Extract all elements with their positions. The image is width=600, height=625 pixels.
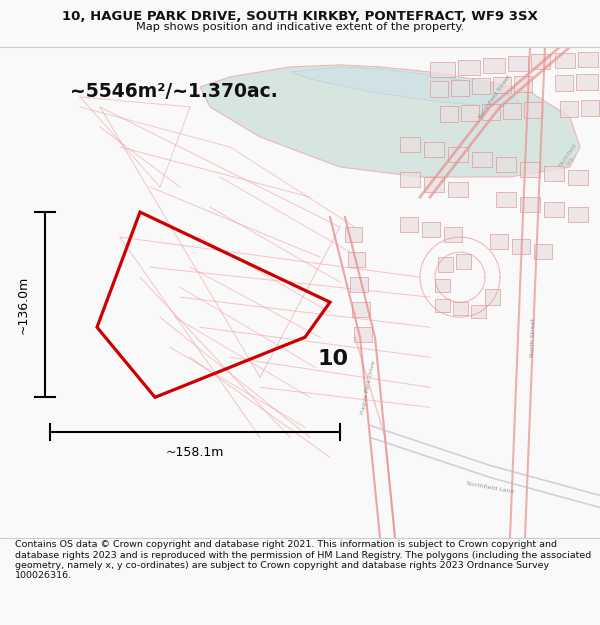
- Polygon shape: [456, 254, 471, 269]
- Polygon shape: [496, 157, 516, 172]
- Polygon shape: [568, 207, 588, 222]
- Text: 10: 10: [318, 349, 349, 369]
- Polygon shape: [503, 103, 521, 119]
- Polygon shape: [430, 81, 448, 97]
- Polygon shape: [531, 54, 550, 69]
- Polygon shape: [345, 227, 362, 242]
- Polygon shape: [490, 234, 508, 249]
- Polygon shape: [568, 170, 588, 185]
- Polygon shape: [472, 152, 492, 167]
- Text: ~158.1m: ~158.1m: [166, 446, 224, 459]
- Polygon shape: [461, 105, 479, 121]
- Polygon shape: [524, 102, 542, 118]
- Polygon shape: [496, 192, 516, 207]
- Polygon shape: [290, 67, 520, 107]
- Polygon shape: [438, 257, 453, 272]
- Polygon shape: [448, 182, 468, 197]
- Text: ~5546m²/~1.370ac.: ~5546m²/~1.370ac.: [70, 82, 278, 101]
- Polygon shape: [472, 78, 490, 94]
- Polygon shape: [348, 252, 365, 267]
- Polygon shape: [555, 53, 575, 68]
- Text: Northfield Street: Northfield Street: [478, 74, 512, 120]
- Polygon shape: [354, 328, 372, 342]
- Polygon shape: [520, 162, 540, 177]
- Polygon shape: [471, 305, 486, 318]
- Polygon shape: [534, 244, 552, 259]
- Text: Northfield Lane: Northfield Lane: [466, 481, 514, 494]
- Text: Hague Park Drive: Hague Park Drive: [360, 360, 376, 415]
- Polygon shape: [578, 52, 598, 67]
- Polygon shape: [448, 147, 468, 162]
- Polygon shape: [483, 58, 505, 73]
- Polygon shape: [514, 76, 532, 92]
- Polygon shape: [400, 217, 418, 232]
- Polygon shape: [400, 172, 420, 187]
- Polygon shape: [352, 302, 370, 318]
- Polygon shape: [482, 104, 500, 120]
- Text: Contains OS data © Crown copyright and database right 2021. This information is : Contains OS data © Crown copyright and d…: [15, 540, 591, 581]
- Text: Map shows position and indicative extent of the property.: Map shows position and indicative extent…: [136, 22, 464, 32]
- Text: Northfield
Gra...: Northfield Gra...: [558, 142, 582, 171]
- Polygon shape: [508, 56, 528, 71]
- Polygon shape: [350, 277, 368, 292]
- Polygon shape: [493, 77, 511, 93]
- Text: North Street: North Street: [530, 318, 536, 357]
- Polygon shape: [440, 106, 458, 122]
- Polygon shape: [453, 302, 468, 315]
- Polygon shape: [424, 142, 444, 157]
- Polygon shape: [435, 299, 450, 312]
- Polygon shape: [430, 62, 455, 77]
- Polygon shape: [435, 279, 450, 292]
- Polygon shape: [485, 289, 500, 305]
- Text: ~136.0m: ~136.0m: [17, 276, 30, 334]
- Polygon shape: [576, 74, 598, 90]
- Polygon shape: [200, 65, 580, 177]
- Polygon shape: [581, 100, 599, 116]
- Polygon shape: [544, 166, 564, 181]
- Polygon shape: [400, 137, 420, 152]
- Polygon shape: [451, 80, 469, 96]
- Polygon shape: [422, 222, 440, 237]
- Polygon shape: [458, 60, 480, 75]
- Text: 10, HAGUE PARK DRIVE, SOUTH KIRKBY, PONTEFRACT, WF9 3SX: 10, HAGUE PARK DRIVE, SOUTH KIRKBY, PONT…: [62, 10, 538, 23]
- Polygon shape: [512, 239, 530, 254]
- Polygon shape: [560, 101, 578, 117]
- Polygon shape: [544, 202, 564, 217]
- Polygon shape: [520, 197, 540, 212]
- Polygon shape: [424, 177, 444, 192]
- Polygon shape: [444, 227, 462, 242]
- Polygon shape: [555, 75, 573, 91]
